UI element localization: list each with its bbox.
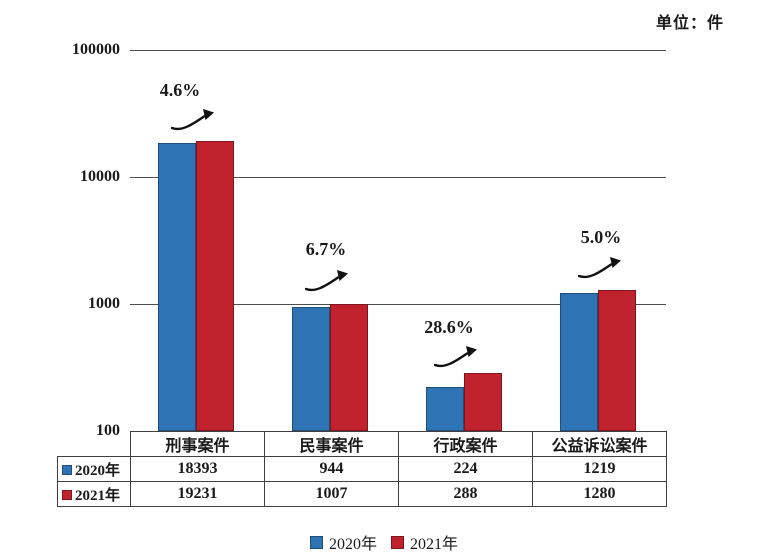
cell-2021-public-interest: 1280 (532, 481, 667, 507)
table-row-2021: 2021年 19231 1007 288 1280 (57, 481, 667, 507)
growth-label-administrative: 28.6% (424, 317, 474, 337)
series-2021-swatch (62, 489, 72, 500)
ytick-100000: 100000 (72, 41, 120, 58)
growth-label-criminal: 4.6% (159, 80, 201, 100)
growth-arrow-icon (171, 109, 214, 131)
cell-2021-civil: 1007 (264, 481, 399, 507)
ytick-10000: 10000 (80, 168, 120, 185)
cell-2021-administrative: 288 (398, 481, 533, 507)
chart-legend: 2020年 2021年 (0, 530, 768, 554)
ytick-100: 100 (96, 422, 120, 439)
column-header-civil: 民事案件 (264, 431, 399, 457)
growth-arrow-icon (305, 270, 348, 292)
legend-2020-label: 2020年 (328, 536, 377, 553)
table-corner-cell (58, 432, 131, 457)
cell-2020-civil: 944 (264, 456, 399, 482)
bar-2020年-公益诉讼案件 (560, 293, 598, 431)
bar-2021年-民事案件 (330, 303, 368, 431)
row-header-2021: 2021年 (57, 481, 131, 507)
ytick-1000: 1000 (88, 295, 120, 312)
bar-2020年-民事案件 (292, 307, 330, 431)
unit-label: 单位：件 (655, 15, 724, 32)
column-header-administrative: 行政案件 (398, 431, 533, 457)
growth-arrow-icon (434, 346, 477, 368)
column-header-criminal: 刑事案件 (130, 431, 265, 457)
table-row-2020: 2020年 18393 944 224 1219 (57, 456, 667, 482)
growth-label-civil: 6.7% (305, 239, 347, 259)
legend-item-2021: 2021年 (391, 530, 458, 554)
gridline-1000 (130, 304, 666, 305)
bar-2021年-行政案件 (464, 372, 502, 431)
gridline-10000 (130, 177, 666, 178)
data-table: 刑事案件 民事案件 行政案件 公益诉讼案件 2020年 18393 944 22… (57, 431, 667, 507)
bar-2021年-公益诉讼案件 (598, 290, 636, 431)
legend-item-2020: 2020年 (309, 530, 377, 554)
legend-2021-label: 2021年 (410, 536, 459, 553)
series-2020-swatch (62, 464, 72, 475)
row-header-label: 2020年 (75, 462, 121, 479)
column-header-public-interest: 公益诉讼案件 (532, 431, 667, 457)
gridline-100000 (130, 50, 666, 51)
growth-arrow-icon (578, 257, 621, 279)
legend-2020-swatch (309, 535, 323, 549)
bar-2020年-行政案件 (426, 386, 464, 431)
cell-2020-administrative: 224 (398, 456, 533, 482)
legend-2021-swatch (391, 535, 404, 549)
bar-2020年-刑事案件 (158, 143, 196, 431)
cell-2020-criminal: 18393 (130, 456, 265, 482)
row-header-label: 2021年 (75, 487, 121, 504)
table-header-row: 刑事案件 民事案件 行政案件 公益诉讼案件 (58, 431, 667, 457)
growth-label-public-interest: 5.0% (580, 227, 622, 247)
row-header-2020: 2020年 (57, 456, 131, 482)
bar-2021年-刑事案件 (196, 140, 234, 431)
cell-2021-criminal: 19231 (130, 481, 265, 507)
cell-2020-public-interest: 1219 (532, 456, 667, 482)
